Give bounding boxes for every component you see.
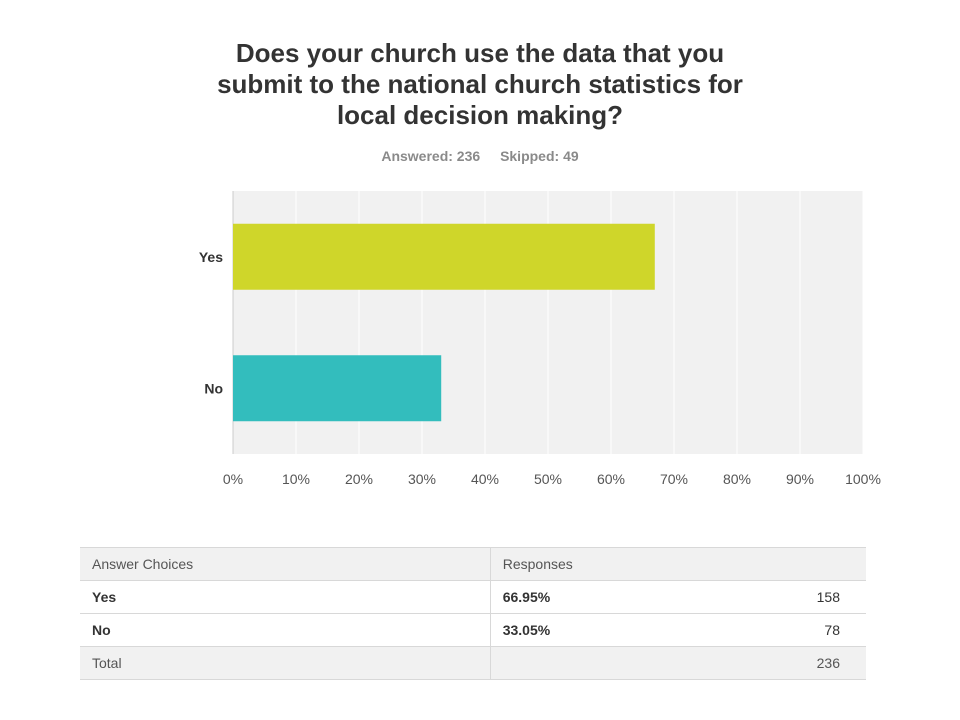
x-tick-label: 20%: [345, 471, 373, 487]
header-responses: Responses: [490, 547, 731, 581]
total-value: 236: [730, 646, 866, 680]
title-line-3: local decision making?: [336, 100, 624, 130]
results-table: Answer Choices Responses Yes 66.95% 158 …: [80, 547, 866, 680]
chart-title: Does your church use the data that you s…: [0, 38, 960, 131]
bar: [233, 355, 442, 422]
table-row: Yes 66.95% 158: [80, 580, 866, 614]
x-tick-label: 0%: [223, 471, 243, 487]
x-tick-label: 60%: [597, 471, 625, 487]
category-label: Yes: [199, 249, 223, 265]
title-line-1: Does your church use the data that you: [235, 38, 725, 68]
header-answer-choices: Answer Choices: [80, 547, 491, 581]
table-header-row: Answer Choices Responses: [80, 547, 866, 581]
table-total-row: Total 236: [80, 646, 866, 680]
x-tick-label: 80%: [723, 471, 751, 487]
row-choice: No: [80, 613, 491, 647]
category-label: No: [204, 380, 223, 396]
row-choice: Yes: [80, 580, 491, 614]
bar: [233, 223, 655, 290]
x-tick-label: 10%: [282, 471, 310, 487]
x-tick-label: 50%: [534, 471, 562, 487]
x-tick-label: 100%: [845, 471, 881, 487]
x-tick-label: 70%: [660, 471, 688, 487]
total-spacer: [490, 646, 731, 680]
row-percent: 66.95%: [490, 580, 731, 614]
header-count: [730, 547, 866, 581]
answered-count: Answered: 236: [381, 148, 481, 164]
row-percent: 33.05%: [490, 613, 731, 647]
row-count: 158: [730, 580, 866, 614]
total-label: Total: [80, 646, 491, 680]
bar-chart: 0% 10% 20% 30% 40% 50% 60% 70% 80% 90% 100% Yes No: [199, 191, 881, 487]
table-row: No 33.05% 78: [80, 613, 866, 647]
response-summary: Answered: 236 Skipped: 49: [0, 148, 960, 164]
x-tick-label: 30%: [408, 471, 436, 487]
row-count: 78: [730, 613, 866, 647]
title-line-2: submit to the national church statistics…: [217, 69, 743, 99]
x-tick-label: 90%: [786, 471, 814, 487]
skipped-count: Skipped: 49: [500, 148, 579, 164]
x-tick-label: 40%: [471, 471, 499, 487]
